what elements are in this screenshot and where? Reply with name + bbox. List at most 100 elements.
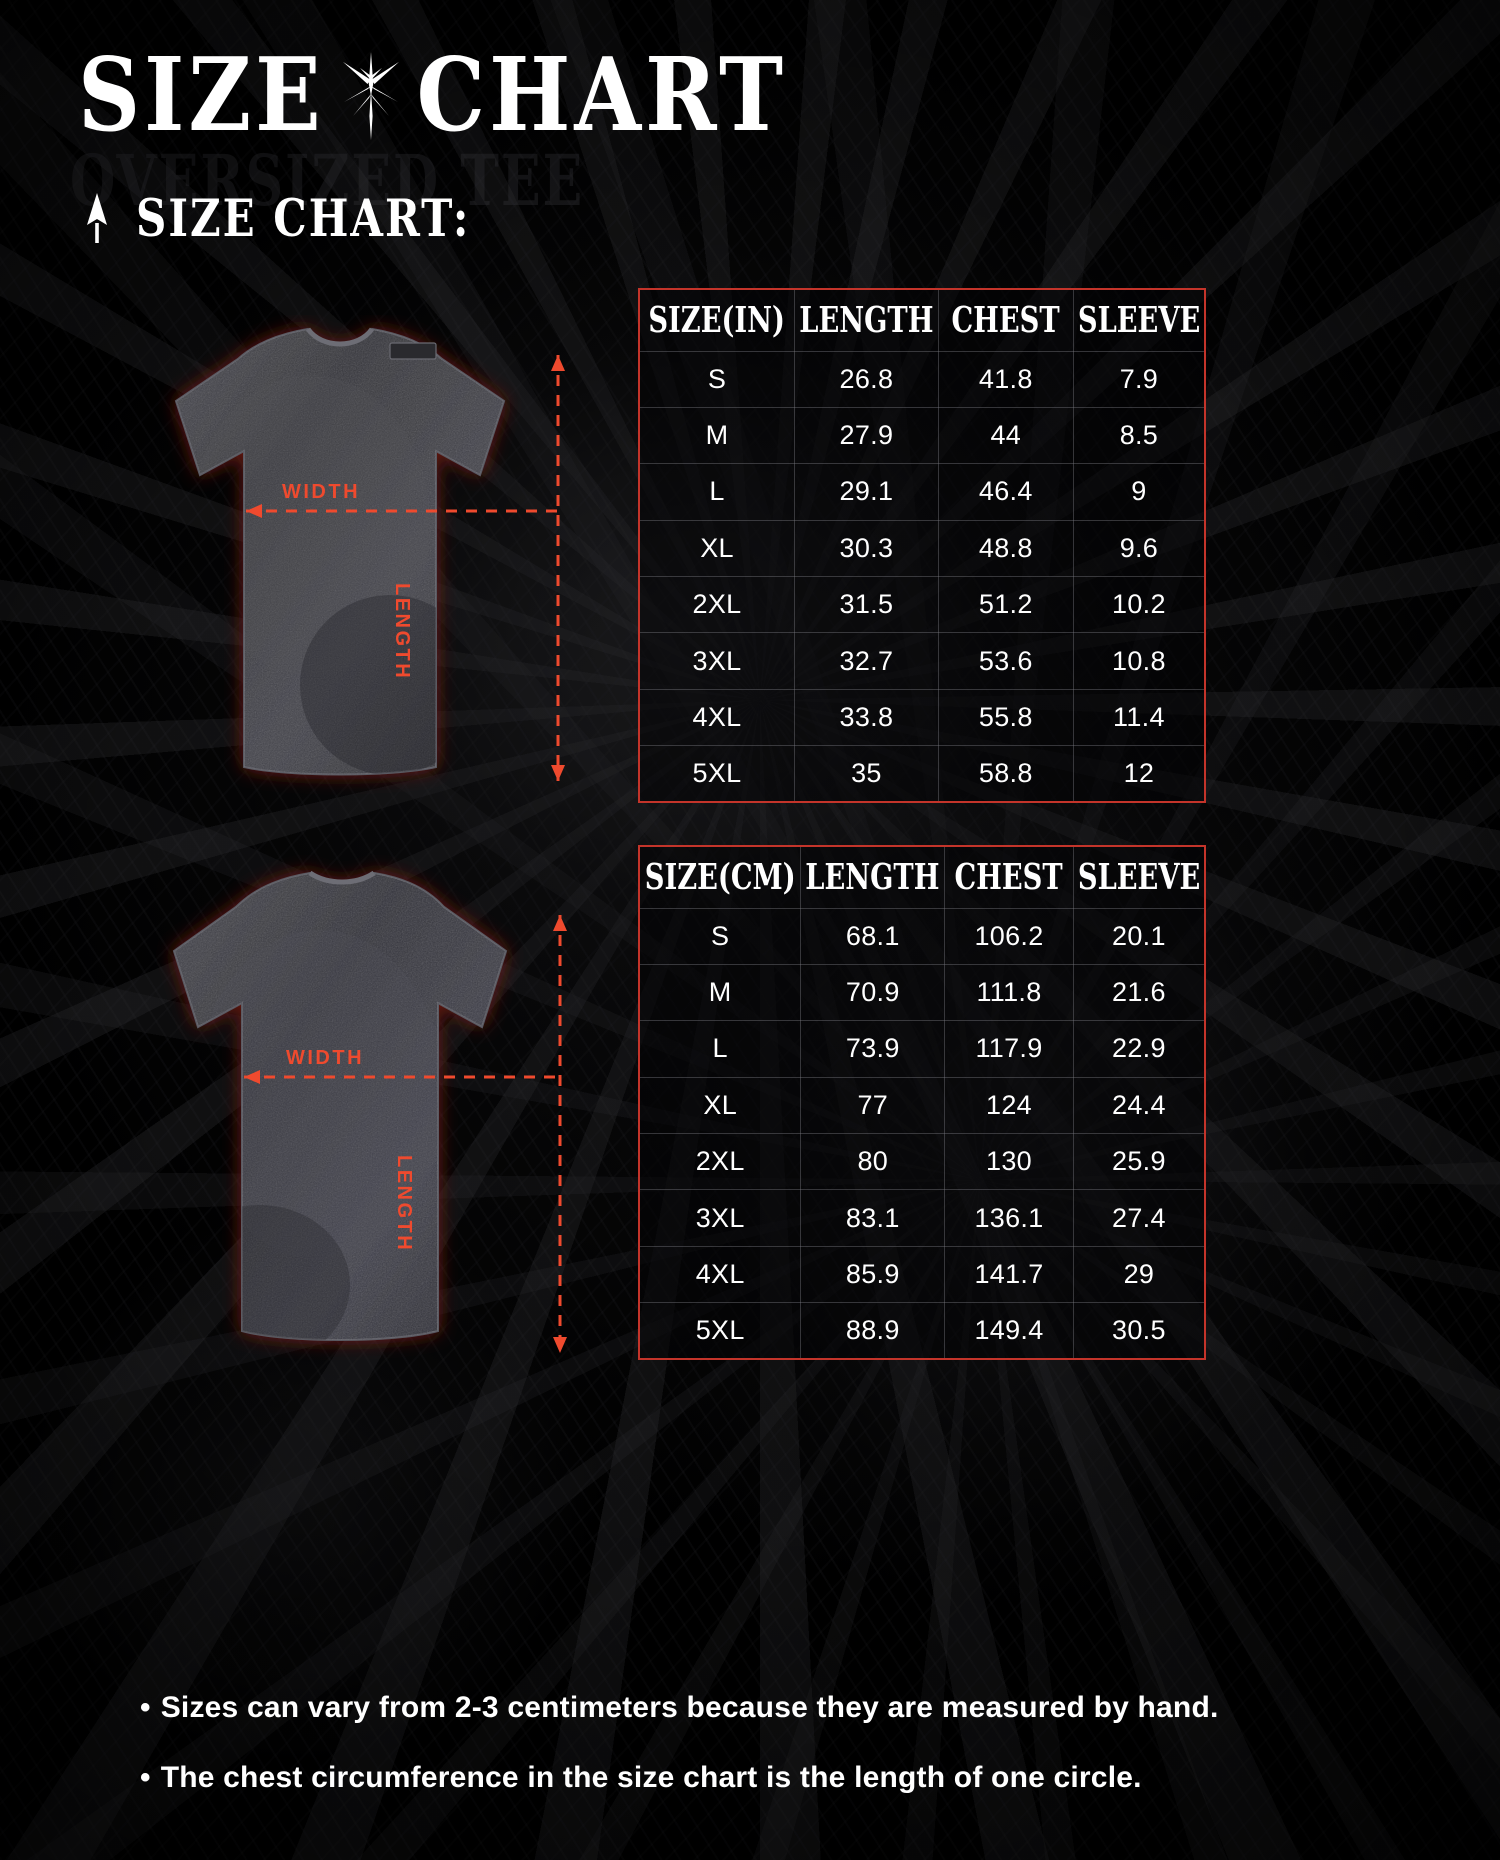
cell-chest: 44 [937,406,1074,465]
cell-length: 26.8 [794,350,939,408]
note-bullet-icon: • [140,1760,151,1794]
size-table-centimeters-head: SIZE(CM) LENGTH CHEST SLEEVE [639,846,1205,909]
table-row: 5XL 35 58.8 12 [639,745,1205,802]
table-row: 4XL 85.9 141.7 29 [639,1245,1205,1304]
table-row: 4XL 33.8 55.8 11.4 [639,688,1205,747]
column-header-size: SIZE(CM) [639,846,802,909]
cell-chest: 149.4 [944,1302,1074,1359]
cell-chest: 53.6 [937,632,1074,690]
cell-size: 5XL [639,1302,802,1359]
arrow-spade-icon [80,192,114,244]
table-row: S 26.8 41.8 7.9 [639,350,1205,408]
cell-chest: 136.1 [944,1189,1074,1247]
cell-chest: 117.9 [944,1020,1074,1078]
back-length-label: LENGTH [393,1155,415,1253]
note-item: • The chest circumference in the size cha… [140,1760,1370,1794]
table-row: M 70.9 111.8 21.6 [639,963,1205,1022]
cell-length: 35 [794,745,939,802]
cell-length: 70.9 [800,963,946,1022]
cell-chest: 46.4 [937,463,1074,521]
size-table-inches-head: SIZE(IN) LENGTH CHEST SLEEVE [639,289,1205,352]
cell-size: 2XL [639,575,796,634]
table-row: L 29.1 46.4 9 [639,463,1205,521]
cell-size: S [639,350,796,408]
table-row: 5XL 88.9 149.4 30.5 [639,1302,1205,1359]
cell-size: XL [639,519,796,578]
tshirt-front-svg [174,327,565,781]
table-row: M 27.9 44 8.5 [639,406,1205,465]
cell-length: 83.1 [800,1189,946,1247]
cell-chest: 141.7 [944,1245,1074,1304]
cell-length: 85.9 [800,1245,946,1304]
cell-sleeve: 20.1 [1072,907,1205,965]
cell-length: 27.9 [794,406,939,465]
cell-sleeve: 30.5 [1072,1302,1205,1359]
cell-chest: 124 [944,1076,1074,1135]
cell-length: 68.1 [800,907,946,965]
note-bullet-icon: • [140,1691,151,1724]
size-table-centimeters: SIZE(CM) LENGTH CHEST SLEEVE S 68.1 106.… [638,845,1206,1360]
cell-sleeve: 10.2 [1072,575,1205,634]
tshirt-front-illustration: WIDTH LENGTH [60,315,620,815]
cell-size: 2XL [639,1132,802,1191]
cell-chest: 111.8 [944,963,1074,1022]
table-header-row: SIZE(IN) LENGTH CHEST SLEEVE [639,289,1205,352]
column-header-sleeve: SLEEVE [1072,289,1205,352]
cell-chest: 41.8 [937,350,1074,408]
cell-length: 29.1 [794,463,939,521]
footer-notes: • Sizes can vary from 2-3 centimeters bec… [140,1692,1370,1831]
column-header-length: LENGTH [794,289,939,352]
page-title: SIZE CHART [78,32,783,159]
cell-size: L [639,1020,802,1078]
cell-length: 88.9 [800,1302,946,1359]
table-row: XL 30.3 48.8 9.6 [639,519,1205,578]
size-table-inches-body: S 26.8 41.8 7.9 M 27.9 44 8.5 L 29.1 46.… [639,350,1205,802]
note-text: Sizes can vary from 2-3 centimeters beca… [160,1691,1219,1724]
cell-chest: 55.8 [937,688,1074,747]
table-row: S 68.1 106.2 20.1 [639,907,1205,965]
gothic-dagger-star-ornament-icon [341,50,401,142]
front-width-label: WIDTH [282,481,361,503]
cell-length: 30.3 [794,519,939,578]
cell-size: 4XL [639,688,796,747]
back-width-label: WIDTH [286,1047,365,1069]
cell-chest: 48.8 [937,519,1074,578]
cell-sleeve: 8.5 [1072,406,1205,465]
tshirt-back-illustration: WIDTH LENGTH [60,855,620,1385]
size-table-inches: SIZE(IN) LENGTH CHEST SLEEVE S 26.8 41.8… [638,288,1206,803]
table-row: L 73.9 117.9 22.9 [639,1020,1205,1078]
cell-sleeve: 7.9 [1072,350,1205,408]
cell-sleeve: 27.4 [1072,1189,1205,1247]
note-text: The chest circumference in the size char… [160,1760,1142,1794]
table-header-row: SIZE(CM) LENGTH CHEST SLEEVE [639,846,1205,909]
cell-sleeve: 21.6 [1072,963,1205,1022]
front-length-label: LENGTH [391,583,413,681]
column-header-length: LENGTH [800,846,946,909]
cell-sleeve: 22.9 [1072,1020,1205,1078]
cell-size: S [639,907,802,965]
table-row: XL 77 124 24.4 [639,1076,1205,1135]
cell-length: 80 [800,1132,946,1191]
cell-size: M [639,963,802,1022]
size-table-centimeters-body: S 68.1 106.2 20.1 M 70.9 111.8 21.6 L 73… [639,907,1205,1359]
cell-chest: 130 [944,1132,1074,1191]
cell-sleeve: 9.6 [1072,519,1205,578]
page-title-word-left: SIZE [78,35,325,155]
cell-size: 3XL [639,1189,802,1247]
cell-size: 3XL [639,632,796,690]
note-item: • Sizes can vary from 2-3 centimeters bec… [140,1692,1370,1724]
cell-size: 4XL [639,1245,802,1304]
cell-sleeve: 10.8 [1072,632,1205,690]
table-row: 3XL 83.1 136.1 27.4 [639,1189,1205,1247]
cell-size: 5XL [639,745,796,802]
cell-sleeve: 29 [1072,1245,1205,1304]
size-table-centimeters-grid: SIZE(CM) LENGTH CHEST SLEEVE S 68.1 106.… [638,845,1206,1360]
cell-sleeve: 11.4 [1072,688,1205,747]
section-subtitle: SIZE CHART: [80,188,470,248]
cell-length: 33.8 [794,688,939,747]
column-header-size: SIZE(IN) [639,289,796,352]
cell-size: XL [639,1076,802,1135]
table-row: 2XL 80 130 25.9 [639,1132,1205,1191]
cell-chest: 51.2 [937,575,1074,634]
page-title-word-right: CHART [416,35,788,155]
